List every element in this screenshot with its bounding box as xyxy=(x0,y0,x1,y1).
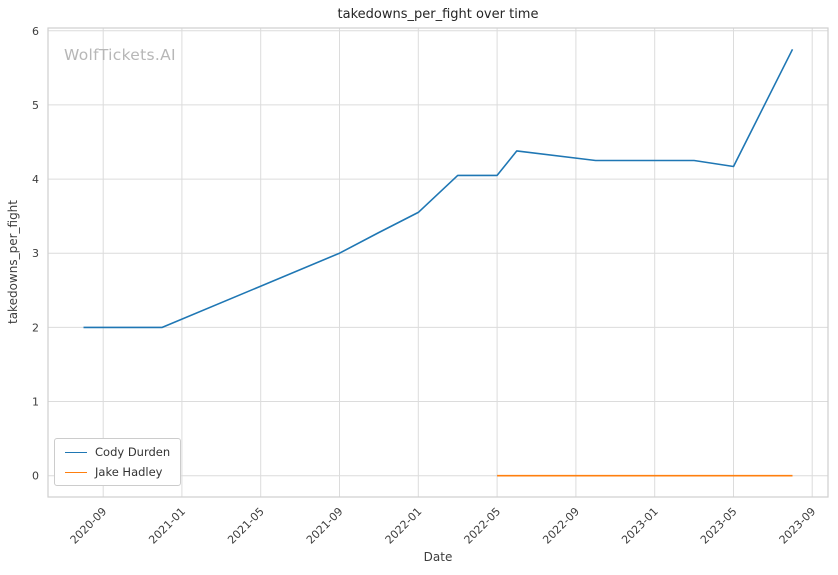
legend-item: Jake Hadley xyxy=(65,465,170,479)
x-tick-label: 2022-09 xyxy=(540,505,582,547)
legend-line-swatch xyxy=(65,471,87,473)
x-tick-label: 2023-05 xyxy=(698,505,740,547)
x-axis-label: Date xyxy=(423,550,453,564)
legend-line-swatch xyxy=(65,451,87,453)
watermark: WolfTickets.AI xyxy=(64,46,176,64)
legend-item: Cody Durden xyxy=(65,445,170,459)
y-tick-label: 5 xyxy=(32,99,39,112)
plot-border xyxy=(47,27,829,498)
y-tick-label: 3 xyxy=(32,247,39,260)
x-tick-label: 2021-05 xyxy=(225,505,267,547)
chart-title: takedowns_per_fight over time xyxy=(337,7,539,22)
series-line-cody-durden xyxy=(83,48,794,329)
x-tick-label: 2023-09 xyxy=(777,505,819,547)
x-tick-label: 2020-09 xyxy=(68,505,110,547)
x-tick-label: 2022-01 xyxy=(383,505,425,547)
x-tick-label: 2023-01 xyxy=(619,505,661,547)
y-tick-label: 1 xyxy=(32,396,39,409)
y-tick-label: 4 xyxy=(32,173,39,186)
x-tick-label: 2021-09 xyxy=(304,505,346,547)
x-tick-label: 2022-05 xyxy=(462,505,504,547)
y-tick-label: 0 xyxy=(32,470,39,483)
legend: Cody Durden Jake Hadley xyxy=(54,438,182,486)
y-tick-label: 2 xyxy=(32,321,39,334)
y-tick-label: 6 xyxy=(32,25,39,38)
x-tick-label: 2021-01 xyxy=(146,505,188,547)
y-axis-label: takedowns_per_fight xyxy=(6,200,20,325)
legend-label: Cody Durden xyxy=(95,445,171,459)
legend-label: Jake Hadley xyxy=(95,465,163,479)
